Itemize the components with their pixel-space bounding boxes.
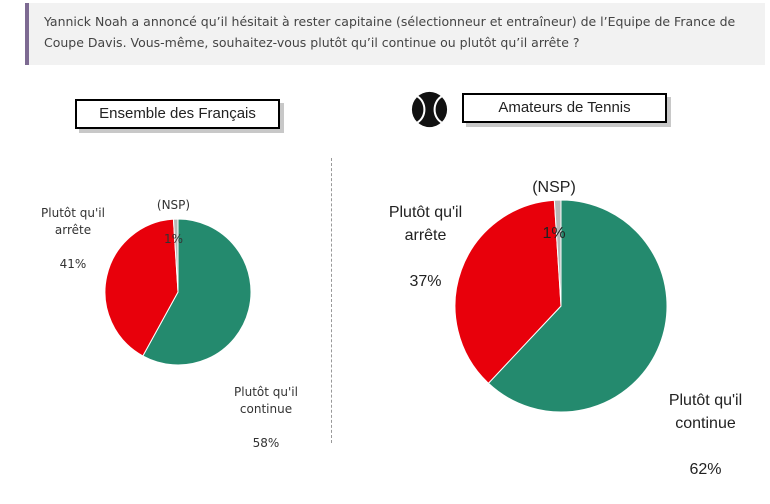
pie2-value-nsp: 1% [542,225,566,242]
pie2-slice-nsp [553,199,562,307]
pie2-value-continue: 62% [689,461,722,478]
pie1-label-nsp: (NSP) 1% [146,180,201,265]
pie1-value-nsp: 1% [163,232,184,246]
pie1-label-arrete: Plutôt qu'il arrête 41% [28,188,118,290]
pie2-label-arrete-name: Plutôt qu'il arrête [388,204,463,244]
pie2-label-continue-name: Plutôt qu'il continue [668,392,743,432]
pie1-label-arrete-name: Plutôt qu'il arrête [41,206,105,237]
pie1-label-continue: Plutôt qu'il continue 58% [226,367,306,469]
chart-title-amateurs: Amateurs de Tennis [462,93,667,123]
pie1-label-nsp-name: (NSP) [156,198,191,212]
pie2-label-arrete: Plutôt qu'il arrête 37% [368,178,483,316]
pie2-label-nsp-name: (NSP) [532,179,576,196]
pie1-slice-continue [142,218,252,366]
pie1-value-arrete: 41% [59,257,87,271]
pie2-label-continue: Plutôt qu'il continue 62% [648,366,763,504]
tennis-ball-icon [411,91,448,128]
question-text: Yannick Noah a annoncé qu’il hésitait à … [44,14,736,50]
pie1-label-continue-name: Plutôt qu'il continue [234,385,298,416]
question-box [25,3,765,65]
panel-divider [331,158,332,443]
pie2-value-arrete: 37% [409,273,442,290]
pie2-slice-continue [487,199,668,413]
chart-title-ensemble: Ensemble des Français [75,99,280,129]
pie2-label-nsp: (NSP) 1% [519,153,589,268]
pie2-slice-arrete [454,199,562,384]
pie1-slice-arrete [104,218,179,357]
pie1-value-continue: 58% [252,436,280,450]
pie1-slice-nsp [172,218,179,293]
pie-charts [104,199,668,413]
